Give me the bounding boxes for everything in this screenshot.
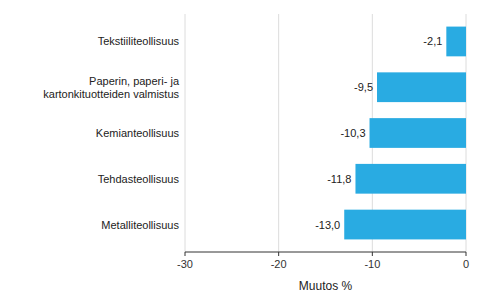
y-tick-label: Kemianteollisuus bbox=[96, 127, 180, 139]
x-axis-line bbox=[185, 252, 466, 253]
x-tick bbox=[372, 252, 373, 256]
grid-line bbox=[185, 14, 186, 252]
y-tick-label: Tehdasteollisuus bbox=[98, 173, 180, 185]
x-axis-label: Muutos % bbox=[299, 279, 353, 293]
x-tick-label: -10 bbox=[364, 258, 380, 270]
data-labels: -13,0 -11,8 -10,3 -9,5 -2,1 bbox=[315, 35, 442, 230]
bar bbox=[344, 210, 466, 240]
y-tick-label: Paperin, paperi- jakartonkituotteiden va… bbox=[43, 75, 180, 100]
x-tick bbox=[185, 252, 186, 256]
x-axis: -30 -20 -10 0 bbox=[177, 252, 469, 270]
background bbox=[0, 0, 484, 300]
bar bbox=[446, 27, 466, 57]
grid bbox=[185, 14, 466, 252]
y-axis: Metalliteollisuus Tehdasteollisuus Kemiant… bbox=[43, 35, 180, 230]
x-tick-label: -30 bbox=[177, 258, 193, 270]
chart: -13,0 -11,8 -10,3 -9,5 -2,1 -30 -20 -10 0 Muutos … bbox=[0, 0, 484, 300]
x-tick bbox=[278, 252, 279, 256]
y-tick-label: Tekstiiliteollisuus bbox=[98, 35, 180, 47]
y-tick-label: Metalliteollisuus bbox=[101, 219, 179, 231]
x-tick-label: 0 bbox=[463, 258, 469, 270]
data-label: -13,0 bbox=[315, 219, 340, 231]
data-label: -10,3 bbox=[340, 127, 365, 139]
bar bbox=[355, 164, 466, 194]
grid-line bbox=[278, 14, 279, 252]
data-label: -2,1 bbox=[423, 35, 442, 47]
x-tick bbox=[466, 252, 467, 256]
bar bbox=[377, 72, 466, 102]
bar bbox=[370, 118, 466, 148]
x-tick-label: -20 bbox=[271, 258, 287, 270]
data-label: -11,8 bbox=[327, 173, 351, 185]
data-label: -9,5 bbox=[354, 81, 373, 93]
